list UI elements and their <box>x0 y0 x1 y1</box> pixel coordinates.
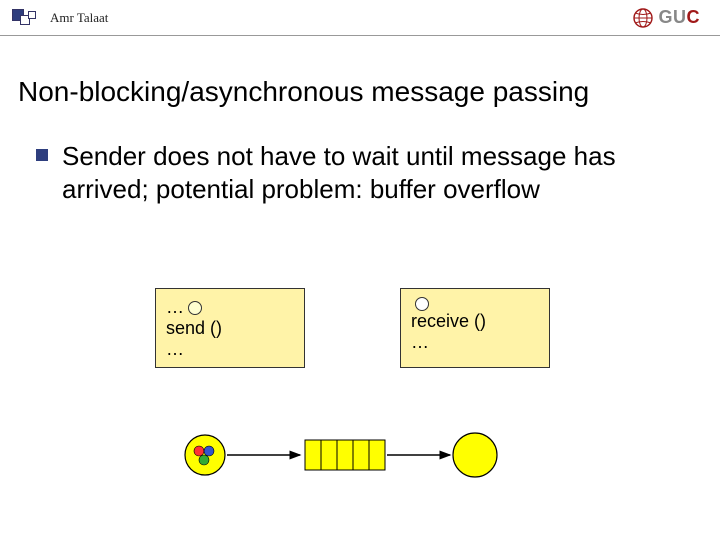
code-text: … <box>411 332 429 353</box>
message-ball-icon <box>415 297 429 311</box>
logo: GUC <box>632 7 700 29</box>
receiver-code-box: receive ()… <box>400 288 550 368</box>
slide-header: Amr Talaat GUC <box>0 0 720 36</box>
bullet-icon <box>36 149 48 161</box>
bullet-text: Sender does not have to wait until messa… <box>62 140 680 205</box>
logo-text: GUC <box>658 7 700 28</box>
code-line: … <box>166 297 294 318</box>
sender-code-box: …send ()… <box>155 288 305 368</box>
code-line: … <box>411 332 539 353</box>
slide-title: Non-blocking/asynchronous message passin… <box>18 76 589 108</box>
bullet-row: Sender does not have to wait until messa… <box>36 140 680 205</box>
code-text: receive () <box>411 311 486 332</box>
header-left: Amr Talaat <box>12 9 108 27</box>
corner-decoration <box>12 9 42 27</box>
code-line: receive () <box>411 311 539 332</box>
message-ball-icon <box>188 301 202 315</box>
code-line: send () <box>166 318 294 339</box>
code-text: send () <box>166 318 222 339</box>
globe-icon <box>632 7 654 29</box>
code-text: … <box>166 339 184 360</box>
code-line: … <box>166 339 294 360</box>
pipeline-diagram <box>175 420 555 490</box>
author-name: Amr Talaat <box>50 10 108 26</box>
code-line <box>411 297 539 311</box>
code-text: … <box>166 297 184 318</box>
